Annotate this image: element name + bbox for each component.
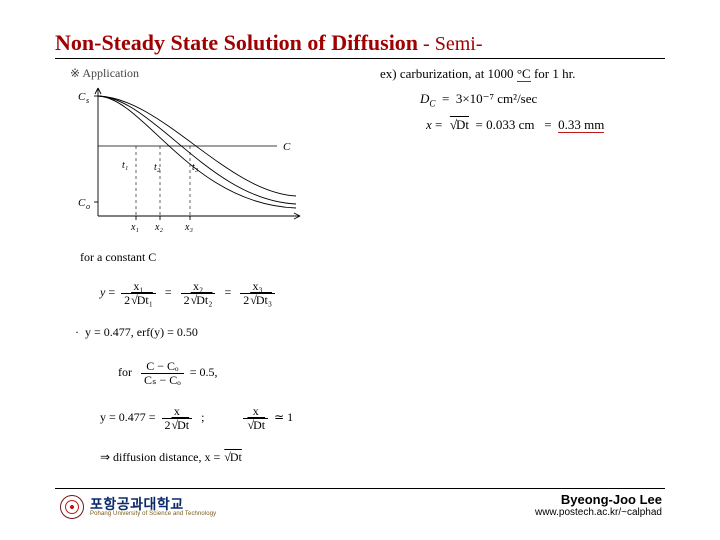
- emblem-icon: [60, 495, 84, 519]
- author-name: Byeong-Joo Lee: [535, 492, 662, 507]
- example-line-Dc: DC = 3×10⁻⁷ cm²/sec: [380, 87, 604, 113]
- svg-text:x₁: x₁: [130, 222, 139, 233]
- svg-text:s: s: [86, 96, 89, 105]
- svg-text:t₃: t₃: [192, 162, 199, 173]
- university-logo: 포항공과대학교 Pohang University of Science and…: [60, 495, 216, 519]
- svg-text:t₁: t₁: [122, 160, 128, 171]
- title-sub: - Semi-: [418, 33, 482, 55]
- university-name-kr: 포항공과대학교: [90, 497, 216, 511]
- author-url: www.postech.ac.kr/~calphad: [535, 507, 662, 518]
- svg-text:o: o: [86, 202, 90, 211]
- slide-title: Non-Steady State Solution of Diffusion -…: [55, 30, 665, 59]
- worked-example: ex) carburization, at 1000 °C for 1 hr. …: [380, 62, 604, 137]
- eq-y-chain: y = x₁2Dt₁ = x₂2Dt₂ = x₃2Dt₃: [100, 280, 275, 306]
- diffusion-profile-chart: CsCoCx₁x₂x₃t₁t₂t₃: [72, 84, 302, 234]
- eq-for-half: for C − CₒCₛ − Cₒ = 0.5,: [118, 360, 218, 386]
- svg-text:t₂: t₂: [154, 162, 161, 173]
- example-line-1: ex) carburization, at 1000 °C for 1 hr.: [380, 62, 604, 87]
- eq-yval: · y = 0.477, erf(y) = 0.50: [75, 325, 198, 340]
- svg-text:C: C: [283, 141, 291, 153]
- svg-text:C: C: [78, 91, 86, 103]
- svg-text:x₃: x₃: [184, 222, 193, 233]
- application-label: ※ Application: [70, 66, 139, 81]
- university-name-en: Pohang University of Science and Technol…: [90, 511, 216, 517]
- svg-text:x₂: x₂: [154, 222, 163, 233]
- eq-diffusion-distance: ⇒ diffusion distance, x = Dt: [100, 450, 242, 465]
- eq-y-approx: y = 0.477 = x2Dt ; xDt ≃ 1: [100, 405, 293, 431]
- const-C-label: for a constant C: [80, 250, 156, 265]
- example-line-x: x = Dt = 0.033 cm = 0.33 mm: [380, 113, 604, 138]
- svg-text:C: C: [78, 197, 86, 209]
- footer-rule: [55, 488, 665, 489]
- title-main: Non-Steady State Solution of Diffusion: [55, 30, 418, 55]
- footer-author: Byeong-Joo Lee www.postech.ac.kr/~calpha…: [535, 492, 662, 518]
